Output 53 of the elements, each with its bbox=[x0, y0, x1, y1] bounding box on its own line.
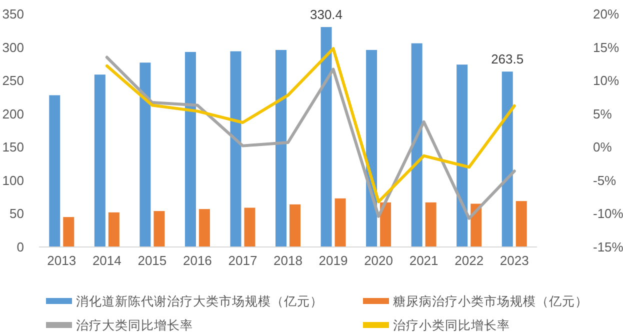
y2-tick-label: -10% bbox=[593, 206, 623, 222]
x-tick-label: 2014 bbox=[92, 253, 122, 268]
y2-tick-label: 0% bbox=[593, 140, 612, 155]
x-tick-label: 2022 bbox=[454, 253, 484, 268]
bar bbox=[425, 202, 436, 247]
y2-tick-label: -5% bbox=[593, 172, 617, 188]
bar bbox=[230, 51, 242, 247]
x-tick-label: 2015 bbox=[138, 253, 167, 268]
y-tick-label: 200 bbox=[2, 106, 24, 122]
x-tick-label: 2021 bbox=[409, 253, 438, 268]
bar bbox=[320, 27, 332, 247]
y2-tick-label: -15% bbox=[593, 240, 623, 254]
bar bbox=[334, 198, 346, 247]
bar bbox=[108, 212, 120, 247]
bar bbox=[198, 209, 210, 247]
y2-tick-label: 15% bbox=[593, 40, 620, 55]
bar bbox=[140, 62, 151, 247]
bar bbox=[63, 217, 74, 247]
bar bbox=[502, 72, 513, 247]
x-tick-label: 2017 bbox=[228, 253, 258, 268]
y2-tick-label: 10% bbox=[593, 73, 620, 88]
data-label: 263.5 bbox=[491, 52, 524, 67]
bar bbox=[411, 43, 422, 247]
bar bbox=[456, 64, 468, 247]
y2-tick-label: 20% bbox=[593, 6, 620, 22]
legend-label: 治疗小类同比增长率 bbox=[393, 318, 510, 332]
bar bbox=[516, 201, 527, 247]
bar bbox=[94, 74, 106, 247]
legend-label: 糖尿病治疗小类市场规模（亿元） bbox=[393, 294, 588, 308]
x-tick-label: 2019 bbox=[318, 253, 348, 268]
y-tick-label: 150 bbox=[2, 140, 24, 155]
legend-label: 消化道新陈代谢治疗大类市场规模（亿元） bbox=[76, 294, 323, 308]
data-label: 330.4 bbox=[310, 7, 343, 22]
y-tick-label: 300 bbox=[2, 40, 24, 55]
y-tick-label: 100 bbox=[2, 172, 24, 188]
y-tick-label: 350 bbox=[2, 6, 24, 22]
y-tick-label: 250 bbox=[2, 73, 24, 88]
bar bbox=[244, 208, 256, 247]
x-tick-label: 2013 bbox=[47, 253, 76, 268]
y2-tick-label: 5% bbox=[593, 106, 612, 122]
x-tick-label: 2023 bbox=[500, 253, 529, 268]
bar bbox=[290, 204, 300, 247]
bar bbox=[154, 211, 165, 247]
y-tick-label: 0 bbox=[16, 240, 24, 254]
bar bbox=[380, 202, 392, 247]
legend-label: 治疗大类同比增长率 bbox=[76, 318, 193, 332]
x-tick-label: 2018 bbox=[274, 253, 302, 268]
bar bbox=[184, 52, 196, 247]
x-tick-label: 2020 bbox=[364, 253, 394, 268]
x-tick-label: 2016 bbox=[182, 253, 212, 268]
bar bbox=[276, 50, 286, 247]
y-tick-label: 50 bbox=[10, 206, 24, 222]
bar bbox=[49, 95, 60, 247]
